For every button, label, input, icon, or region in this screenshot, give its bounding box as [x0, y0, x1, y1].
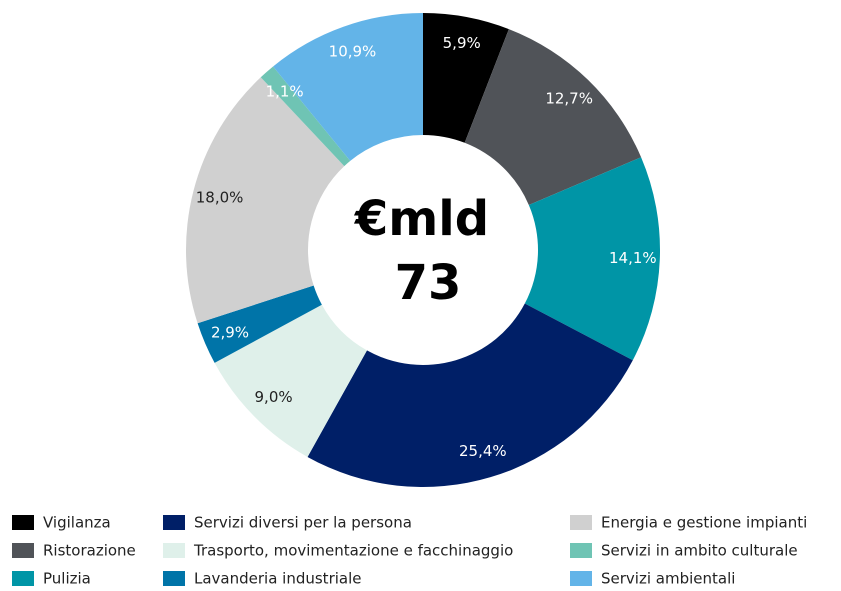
legend-swatch: [570, 543, 592, 558]
value-label: 2,9%: [211, 323, 249, 341]
legend-swatch: [163, 515, 185, 530]
legend-label: Pulizia: [43, 570, 91, 588]
value-label: 25,4%: [459, 442, 507, 460]
donut-segment: [307, 303, 633, 487]
donut-segment: [185, 77, 345, 324]
donut-segment: [214, 304, 367, 457]
donut-segment: [273, 13, 423, 161]
value-label: 12,7%: [545, 90, 593, 108]
donut-segment: [260, 66, 351, 167]
donut-segment: [197, 285, 322, 363]
value-label: 10,9%: [329, 43, 377, 61]
legend-label: Lavanderia industriale: [194, 570, 362, 588]
legend-label: Servizi diversi per la persona: [194, 514, 412, 532]
legend-label: Servizi in ambito culturale: [601, 542, 798, 560]
legend-swatch: [12, 543, 34, 558]
value-label: 18,0%: [196, 188, 244, 206]
legend-swatch: [570, 571, 592, 586]
legend-swatch: [163, 571, 185, 586]
value-label: 14,1%: [609, 249, 657, 267]
legend-label: Vigilanza: [43, 514, 111, 532]
legend-label: Servizi ambientali: [601, 570, 735, 588]
value-label: 1,1%: [266, 83, 304, 101]
value-label: 9,0%: [255, 388, 293, 406]
donut-segment: [524, 157, 660, 361]
legend-swatch: [163, 543, 185, 558]
legend-label: Trasporto, movimentazione e facchinaggio: [193, 542, 513, 560]
donut-segment: [423, 13, 509, 143]
value-label: 5,9%: [443, 34, 481, 52]
legend-swatch: [570, 515, 592, 530]
legend-label: Ristorazione: [43, 542, 136, 560]
center-title: €mld: [354, 191, 489, 247]
donut-segment: [464, 29, 642, 205]
legend-label: Energia e gestione impianti: [601, 514, 807, 532]
legend-swatch: [12, 571, 34, 586]
legend-swatch: [12, 515, 34, 530]
center-value: 73: [395, 255, 462, 311]
